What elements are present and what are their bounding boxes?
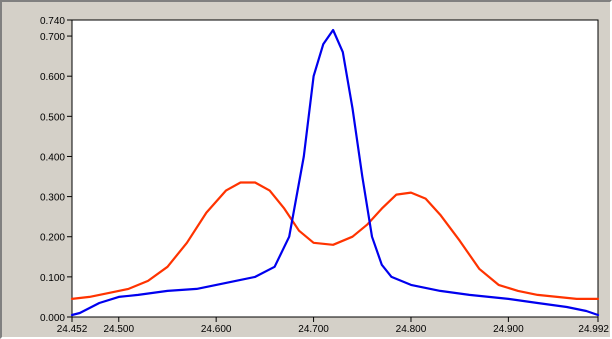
x-tick-label: 24.800 (396, 324, 427, 335)
y-tick-label: 0.500 (40, 112, 65, 123)
series-line-1 (70, 181, 600, 300)
y-tick-label: 0.100 (40, 273, 65, 284)
plot-area (71, 19, 599, 318)
y-tick-label: 0.700 (40, 32, 65, 43)
x-tick-label: 24.700 (298, 324, 329, 335)
y-tick-label: 0.300 (40, 193, 65, 204)
x-tick-label: 24.600 (201, 324, 232, 335)
series-layer (70, 28, 600, 317)
y-tick-label: 0.200 (40, 233, 65, 244)
x-tick-label: 24.452 (57, 324, 88, 335)
y-tick-label: 0.740 (40, 16, 65, 27)
x-tick-label: 24.992 (578, 324, 609, 335)
series-line-2 (70, 28, 600, 317)
y-tick-label: 0.000 (40, 313, 65, 324)
y-tick-label: 0.600 (40, 72, 65, 83)
x-tick-label: 24.500 (103, 324, 134, 335)
axes: 0.000 0.100 0.200 0.300 0.400 0.500 0.600 0.700… (40, 16, 609, 335)
y-tick-label: 0.400 (40, 152, 65, 163)
x-tick-label: 24.900 (493, 324, 524, 335)
